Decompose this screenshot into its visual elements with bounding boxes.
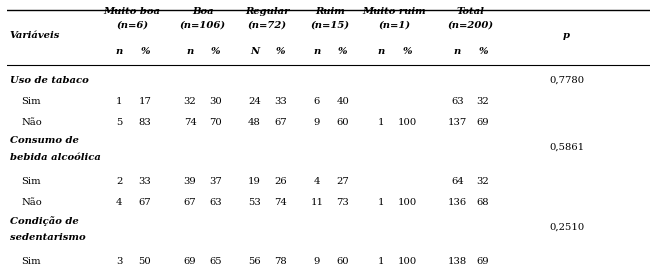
Text: 1: 1: [378, 257, 384, 266]
Text: Não: Não: [22, 117, 42, 127]
Text: 83: 83: [139, 117, 151, 127]
Text: Ruim: Ruim: [315, 7, 345, 16]
Text: 40: 40: [336, 97, 349, 106]
Text: Variáveis: Variáveis: [10, 31, 60, 40]
Text: n: n: [313, 47, 321, 56]
Text: 1: 1: [378, 198, 384, 207]
Text: (n=106): (n=106): [180, 21, 226, 30]
Text: 100: 100: [397, 117, 417, 127]
Text: 0,7780: 0,7780: [549, 76, 584, 85]
Text: 33: 33: [139, 177, 151, 186]
Text: 67: 67: [184, 198, 196, 207]
Text: 56: 56: [248, 257, 261, 266]
Text: 4: 4: [313, 177, 320, 186]
Text: 1: 1: [378, 117, 384, 127]
Text: %: %: [211, 47, 221, 56]
Text: 9: 9: [314, 117, 320, 127]
Text: (n=200): (n=200): [447, 21, 493, 30]
Text: 11: 11: [310, 198, 323, 207]
Text: %: %: [402, 47, 412, 56]
Text: 63: 63: [451, 97, 464, 106]
Text: Sim: Sim: [22, 257, 41, 266]
Text: 0,2510: 0,2510: [549, 223, 584, 232]
Text: Boa: Boa: [192, 7, 214, 16]
Text: n: n: [378, 47, 385, 56]
Text: n: n: [453, 47, 461, 56]
Text: 5: 5: [116, 117, 122, 127]
Text: 69: 69: [184, 257, 196, 266]
Text: Consumo de: Consumo de: [10, 135, 79, 145]
Text: 50: 50: [139, 257, 151, 266]
Text: 136: 136: [447, 198, 467, 207]
Text: p: p: [563, 31, 570, 40]
Text: Sim: Sim: [22, 177, 41, 186]
Text: 60: 60: [336, 257, 349, 266]
Text: 24: 24: [248, 97, 261, 106]
Text: %: %: [140, 47, 150, 56]
Text: 2: 2: [116, 177, 122, 186]
Text: 60: 60: [336, 117, 349, 127]
Text: 64: 64: [451, 177, 464, 186]
Text: 32: 32: [184, 97, 196, 106]
Text: 53: 53: [248, 198, 261, 207]
Text: 33: 33: [274, 97, 286, 106]
Text: n: n: [187, 47, 194, 56]
Text: 63: 63: [210, 198, 222, 207]
Text: 100: 100: [397, 257, 417, 266]
Text: N: N: [250, 47, 259, 56]
Text: 65: 65: [210, 257, 222, 266]
Text: 9: 9: [314, 257, 320, 266]
Text: 48: 48: [248, 117, 261, 127]
Text: Sim: Sim: [22, 97, 41, 106]
Text: Uso de tabaco: Uso de tabaco: [10, 76, 89, 85]
Text: 138: 138: [447, 257, 467, 266]
Text: 70: 70: [210, 117, 222, 127]
Text: (n=15): (n=15): [310, 21, 350, 30]
Text: 1: 1: [116, 97, 122, 106]
Text: Total: Total: [456, 7, 484, 16]
Text: (n=1): (n=1): [378, 21, 410, 30]
Text: 32: 32: [476, 97, 489, 106]
Text: 32: 32: [476, 177, 489, 186]
Text: 3: 3: [116, 257, 122, 266]
Text: 68: 68: [477, 198, 489, 207]
Text: 100: 100: [397, 198, 417, 207]
Text: 69: 69: [477, 257, 489, 266]
Text: 67: 67: [139, 198, 151, 207]
Text: Muito boa: Muito boa: [104, 7, 160, 16]
Text: (n=6): (n=6): [116, 21, 148, 30]
Text: 37: 37: [210, 177, 222, 186]
Text: 78: 78: [274, 257, 286, 266]
Text: 0,5861: 0,5861: [549, 143, 584, 152]
Text: sedentarismo: sedentarismo: [10, 233, 85, 242]
Text: 67: 67: [274, 117, 286, 127]
Text: bebida alcoólica: bebida alcoólica: [10, 153, 101, 162]
Text: 74: 74: [274, 198, 286, 207]
Text: Muito ruim: Muito ruim: [362, 7, 426, 16]
Text: 6: 6: [314, 97, 320, 106]
Text: 73: 73: [336, 198, 349, 207]
Text: 17: 17: [139, 97, 151, 106]
Text: %: %: [478, 47, 487, 56]
Text: Regular: Regular: [245, 7, 290, 16]
Text: 74: 74: [184, 117, 196, 127]
Text: Não: Não: [22, 198, 42, 207]
Text: 19: 19: [248, 177, 261, 186]
Text: 27: 27: [336, 177, 349, 186]
Text: (n=72): (n=72): [248, 21, 287, 30]
Text: Condição de: Condição de: [10, 216, 79, 225]
Text: %: %: [338, 47, 348, 56]
Text: 69: 69: [477, 117, 489, 127]
Text: 137: 137: [447, 117, 467, 127]
Text: 26: 26: [274, 177, 286, 186]
Text: n: n: [116, 47, 123, 56]
Text: 39: 39: [184, 177, 196, 186]
Text: 4: 4: [116, 198, 122, 207]
Text: 30: 30: [210, 97, 222, 106]
Text: %: %: [275, 47, 285, 56]
